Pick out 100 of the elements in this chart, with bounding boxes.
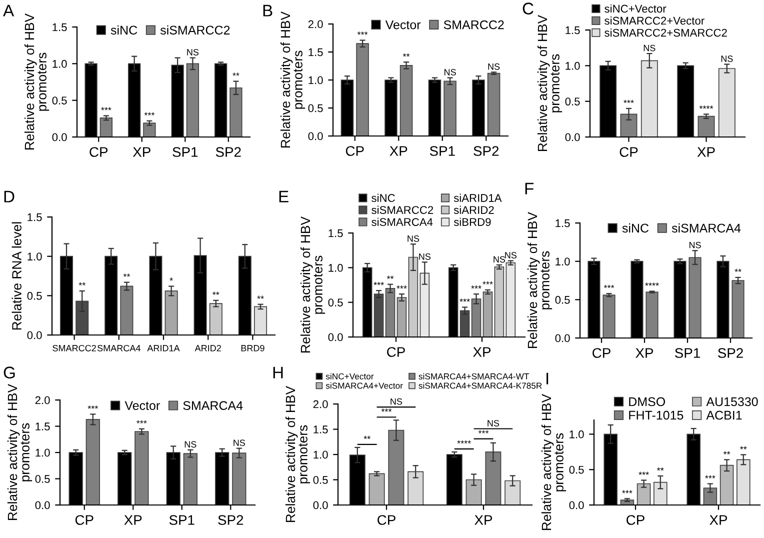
y-tick-label: 0.0 xyxy=(308,132,323,140)
y-tick-label: 0.5 xyxy=(27,292,42,300)
legend-label: siSMARCA4+Vector xyxy=(326,382,403,389)
x-tick-label: SP1 xyxy=(675,348,700,358)
y-axis-title: Relative activity of HBV promoters xyxy=(537,14,562,151)
data-label: ** xyxy=(723,451,730,454)
legend-label: siNC+Vector xyxy=(604,4,666,13)
y-tick-label: 2.0 xyxy=(35,396,50,404)
x-tick-label: BRD9 xyxy=(241,344,264,352)
y-axis-title: Relative activity of HBV promoters xyxy=(285,386,310,522)
data-label: *** xyxy=(460,298,470,302)
x-tick-label: SP1 xyxy=(430,146,455,156)
x-tick-label: CP xyxy=(346,146,364,156)
legend-label: siSMARCC2 xyxy=(160,25,230,35)
legend-label: siSMARCC2+SMARCC2 xyxy=(604,28,727,37)
data-label: *** xyxy=(88,406,98,409)
data-label: ** xyxy=(657,467,664,471)
y-tick-label: 0.0 xyxy=(313,501,328,510)
y-tick-label: 1.0 xyxy=(28,252,42,260)
legend-label: SMARCC2 xyxy=(444,20,504,30)
y-tick-label: 2.0 xyxy=(313,400,328,408)
y-tick-label: 0.5 xyxy=(569,466,584,474)
legend-label: siNC xyxy=(110,25,138,35)
y-tick-label: 1.0 xyxy=(314,450,328,459)
x-tick-label: CP xyxy=(626,515,644,525)
annotation: NS xyxy=(390,398,402,405)
data-label: NS xyxy=(187,49,199,56)
y-axis-title: Relative activity of HBV promoters xyxy=(7,384,32,520)
data-label: NS xyxy=(234,440,246,446)
legend-label: siSMARCA4 xyxy=(372,218,433,226)
x-tick-label: XP xyxy=(474,515,492,525)
data-label: ** xyxy=(78,282,86,286)
y-tick-label: 1.5 xyxy=(314,426,328,434)
x-tick-label: XP xyxy=(132,147,150,157)
chart-title: A xyxy=(3,4,14,16)
legend-label: siBRD9 xyxy=(454,218,491,226)
x-tick-label: XP xyxy=(710,515,728,525)
x-tick-label: XP xyxy=(390,146,408,156)
x-tick-label: SP1 xyxy=(172,147,198,157)
x-tick-label: SP2 xyxy=(718,348,743,358)
y-tick-label: 2.0 xyxy=(308,20,323,28)
x-tick-label: SP2 xyxy=(218,515,244,525)
y-tick-label: 0.5 xyxy=(313,476,328,484)
x-tick-label: SP2 xyxy=(216,147,241,157)
y-tick-label: 1.5 xyxy=(566,26,580,34)
chart-title: H xyxy=(273,366,283,378)
x-tick-label: XP xyxy=(697,147,715,157)
data-label: NS xyxy=(444,69,456,76)
legend-label: siSMARCA4+SMARCA4-WT xyxy=(418,373,530,380)
y-tick-label: 1.5 xyxy=(52,23,67,32)
data-label: ** xyxy=(257,296,264,299)
data-label: *** xyxy=(624,100,634,104)
x-tick-label: XP xyxy=(636,348,654,358)
data-label: *** xyxy=(705,475,716,478)
x-tick-label: SMARCA4 xyxy=(97,344,140,352)
data-label: *** xyxy=(471,285,482,289)
data-label: NS xyxy=(184,441,196,448)
y-tick-label: 1.0 xyxy=(566,62,580,70)
y-tick-label: 1.5 xyxy=(328,229,343,238)
data-label: *** xyxy=(144,112,155,116)
chart-title: D xyxy=(4,190,14,202)
y-tick-label: 0.5 xyxy=(308,104,323,112)
legend-label: DMSO xyxy=(629,397,666,406)
data-label: *** xyxy=(396,285,407,289)
chart-title: E xyxy=(279,190,288,202)
y-axis-title: Relative activity of HBV promoters xyxy=(541,394,566,530)
x-tick-label: SMARCC2 xyxy=(52,344,96,352)
y-axis-title: Relative activity of HBV promoters xyxy=(527,212,552,348)
legend-label: siNC+Vector xyxy=(326,373,374,380)
y-tick-label: 0.0 xyxy=(555,334,570,342)
y-tick-label: 0.0 xyxy=(569,501,584,510)
annotation: *** xyxy=(381,408,392,412)
y-tick-label: 0.0 xyxy=(35,501,50,510)
data-label: *** xyxy=(136,420,147,424)
data-label: NS xyxy=(494,256,506,263)
y-tick-label: 1.0 xyxy=(52,60,67,68)
data-label: **** xyxy=(699,106,714,109)
chart-title: G xyxy=(4,366,15,378)
y-tick-label: 0.5 xyxy=(328,298,343,306)
data-label: ** xyxy=(386,276,394,279)
y-tick-label: 0.0 xyxy=(27,331,42,340)
legend-label: siARID2 xyxy=(454,206,494,214)
legend-label: siSMARCC2 xyxy=(372,206,434,214)
y-tick-label: 0.0 xyxy=(52,133,67,142)
data-label: NS xyxy=(505,252,517,258)
data-label: *** xyxy=(622,490,632,494)
annotation: *** xyxy=(478,430,489,434)
legend-label: FHT-1015 xyxy=(629,410,684,420)
legend-label: SMARCA4 xyxy=(183,401,243,410)
data-label: ** xyxy=(232,72,240,76)
data-label: ** xyxy=(734,268,742,272)
x-tick-label: XP xyxy=(124,515,142,525)
legend-label: siARID1A xyxy=(454,194,502,202)
y-tick-label: 1.5 xyxy=(28,213,42,222)
chart-title: F xyxy=(525,182,534,194)
y-tick-label: 0.0 xyxy=(328,333,343,342)
legend-label: AU15330 xyxy=(706,397,758,406)
legend-label: siSMARCA4 xyxy=(672,223,741,233)
y-tick-label: 1.5 xyxy=(556,219,570,228)
data-label: *** xyxy=(374,282,384,286)
